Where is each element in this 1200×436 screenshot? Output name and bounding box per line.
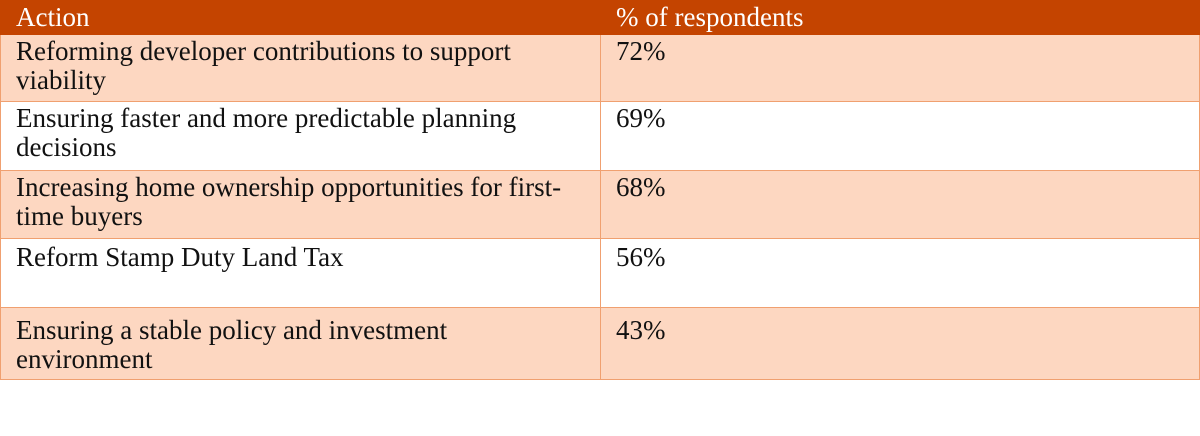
action-cell: Ensuring faster and more predictable pla… [0, 101, 601, 171]
header-action: Action [0, 0, 601, 35]
table-row: Ensuring a stable policy and investment … [0, 307, 1200, 380]
percent-cell: 68% [600, 170, 1200, 239]
table-row: Increasing home ownership opportunities … [0, 170, 1200, 239]
action-cell: Ensuring a stable policy and investment … [0, 307, 601, 380]
table-row: Reform Stamp Duty Land Tax 56% [0, 238, 1200, 308]
action-cell: Reform Stamp Duty Land Tax [0, 238, 601, 308]
action-cell: Increasing home ownership opportunities … [0, 170, 601, 239]
percent-cell: 43% [600, 307, 1200, 380]
header-percent-respondents: % of respondents [600, 0, 1200, 35]
table-row: Ensuring faster and more predictable pla… [0, 101, 1200, 171]
percent-cell: 56% [600, 238, 1200, 308]
percent-cell: 72% [600, 34, 1200, 102]
action-cell: Reforming developer contributions to sup… [0, 34, 601, 102]
survey-results-table: Action % of respondents Reforming develo… [0, 0, 1200, 380]
percent-cell: 69% [600, 101, 1200, 171]
table-row: Reforming developer contributions to sup… [0, 34, 1200, 102]
table-header-row: Action % of respondents [0, 0, 1200, 35]
